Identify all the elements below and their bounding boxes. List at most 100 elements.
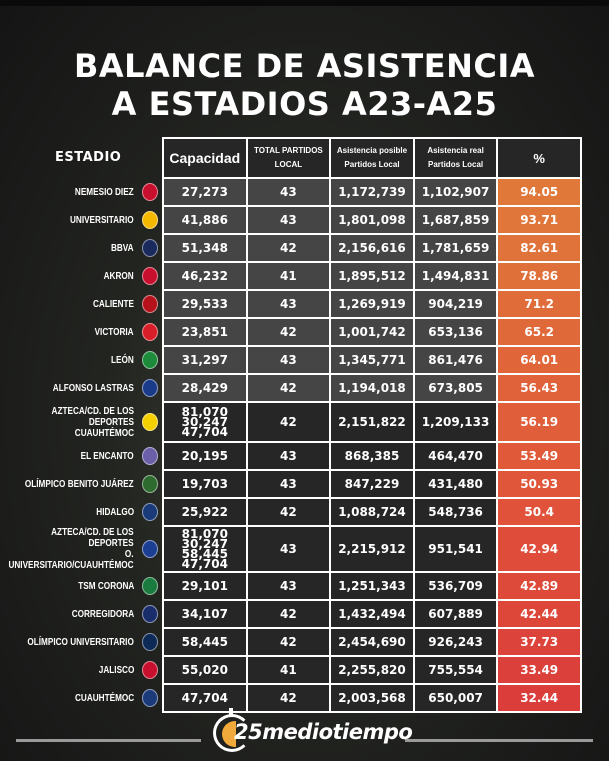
cell-capacity: 34,107 (164, 601, 246, 627)
cell-real-attendance: 951,541 (414, 527, 497, 571)
brand-name: mediotiempo (262, 720, 413, 744)
cell-possible-attendance: 847,229 (331, 471, 413, 497)
stadium-row-label: OLÍMPICO UNIVERSITARIO (0, 629, 158, 655)
cell-total-matches: 43 (247, 179, 330, 205)
header-possible-line1: Asistencia posible (336, 146, 408, 155)
cell-real-attendance: 464,470 (414, 443, 497, 469)
stadium-row-label: NEMESIO DIEZ (0, 179, 158, 205)
cell-real-attendance: 926,243 (414, 629, 497, 655)
stadium-row-label: AZTECA/CD. DE LOS DEPORTES CUAUHTÉMOC (0, 403, 158, 441)
cell-possible-attendance: 2,003,568 (331, 685, 413, 711)
cell-real-attendance: 1,102,907 (414, 179, 497, 205)
table-row: 31,297 43 1,345,771 861,476 64.01 (164, 347, 580, 373)
header-capacity: Capacidad (164, 139, 246, 177)
table-row: 47,704 42 2,003,568 650,007 32.44 (164, 685, 580, 711)
cell-percentage: 65.2 (498, 319, 580, 345)
cell-percentage: 50.4 (498, 499, 580, 525)
cell-real-attendance: 673,805 (414, 375, 497, 401)
stadium-row-label: CORREGIDORA (0, 601, 158, 627)
cell-total-matches: 41 (247, 263, 330, 289)
cell-capacity: 46,232 (164, 263, 246, 289)
header-total-matches-line1: TOTAL PARTIDOS (254, 146, 323, 155)
header-real-line1: Asistencia real (427, 146, 484, 155)
stadium-name: UNIVERSITARIO (70, 214, 134, 226)
top-bar (0, 0, 609, 6)
cell-total-matches: 42 (247, 629, 330, 655)
cell-total-matches: 42 (247, 235, 330, 261)
cell-percentage: 82.61 (498, 235, 580, 261)
stadium-name: OLÍMPICO UNIVERSITARIO (27, 636, 134, 648)
cell-total-matches: 42 (247, 375, 330, 401)
cell-percentage: 42.89 (498, 573, 580, 599)
header-possible-line2: Partidos Local (344, 160, 400, 169)
stopwatch-icon (213, 714, 251, 752)
cell-possible-attendance: 1,088,724 (331, 499, 413, 525)
stadium-row-label: TSM CORONA (0, 573, 158, 599)
stadium-name: EL ENCANTO (80, 450, 134, 462)
footer-divider-left (16, 739, 201, 742)
cell-percentage: 56.43 (498, 375, 580, 401)
cell-total-matches: 43 (247, 291, 330, 317)
cell-capacity: 25,922 (164, 499, 246, 525)
header-possible-attendance: Asistencia posible Partidos Local (331, 139, 413, 177)
cell-real-attendance: 1,687,859 (414, 207, 497, 233)
header-real-attendance: Asistencia real Partidos Local (414, 139, 497, 177)
cell-real-attendance: 904,219 (414, 291, 497, 317)
cell-percentage: 64.01 (498, 347, 580, 373)
cell-capacity: 29,101 (164, 573, 246, 599)
cell-real-attendance: 1,494,831 (414, 263, 497, 289)
stadium-row-label: CALIENTE (0, 291, 158, 317)
chivas-crest-icon (142, 267, 158, 285)
toluca-crest-icon (142, 183, 158, 201)
cell-capacity: 47,704 (164, 685, 246, 711)
table-row: 28,429 42 1,194,018 673,805 56.43 (164, 375, 580, 401)
brand-text: 25mediotiempo (234, 720, 413, 744)
cell-possible-attendance: 1,432,494 (331, 601, 413, 627)
stadium-row-label: BBVA (0, 235, 158, 261)
cell-possible-attendance: 1,194,018 (331, 375, 413, 401)
cell-possible-attendance: 2,454,690 (331, 629, 413, 655)
stadium-name: LEÓN (111, 354, 134, 366)
cell-total-matches: 43 (247, 573, 330, 599)
table-row: 58,445 42 2,454,690 926,243 37.73 (164, 629, 580, 655)
cell-possible-attendance: 2,156,616 (331, 235, 413, 261)
cell-real-attendance: 650,007 (414, 685, 497, 711)
mazatlan-crest-icon (142, 447, 158, 465)
puebla-crest-icon (142, 689, 158, 707)
stadium-name: NEMESIO DIEZ (75, 186, 134, 198)
stopwatch-stem-icon (229, 708, 233, 716)
title-line-1: BALANCE DE ASISTENCIA (73, 47, 536, 85)
cell-possible-attendance: 868,385 (331, 443, 413, 469)
cell-percentage: 71.2 (498, 291, 580, 317)
attendance-table: Capacidad TOTAL PARTIDOS LOCAL Asistenci… (162, 137, 582, 713)
stadium-row-label: AKRON (0, 263, 158, 289)
cell-percentage: 33.49 (498, 657, 580, 683)
cell-capacity: 41,886 (164, 207, 246, 233)
table-row: 46,232 41 1,895,512 1,494,831 78.86 (164, 263, 580, 289)
page-title: BALANCE DE ASISTENCIA A ESTADIOS A23-A25 (0, 47, 609, 123)
table-row: 55,020 41 2,255,820 755,554 33.49 (164, 657, 580, 683)
header-total-matches-line2: LOCAL (274, 160, 303, 169)
stadium-row-label: UNIVERSITARIO (0, 207, 158, 233)
table-header-row: Capacidad TOTAL PARTIDOS LOCAL Asistenci… (164, 139, 580, 177)
cell-real-attendance: 536,709 (414, 573, 497, 599)
stadium-column-header: ESTADIO (55, 150, 122, 165)
stadium-name: AZTECA/CD. DE LOS DEPORTES O. UNIVERSITA… (8, 527, 134, 571)
cell-total-matches: 42 (247, 319, 330, 345)
cell-total-matches: 43 (247, 207, 330, 233)
cell-possible-attendance: 1,001,742 (331, 319, 413, 345)
cell-real-attendance: 1,781,659 (414, 235, 497, 261)
cell-possible-attendance: 1,172,739 (331, 179, 413, 205)
cruz-azul-crest-icon (142, 540, 158, 558)
stadium-row-label: HIDALGO (0, 499, 158, 525)
cell-possible-attendance: 1,345,771 (331, 347, 413, 373)
stadium-row-label: AZTECA/CD. DE LOS DEPORTES O. UNIVERSITA… (0, 527, 158, 571)
cell-percentage: 42.44 (498, 601, 580, 627)
table-row: 19,703 43 847,229 431,480 50.93 (164, 471, 580, 497)
cell-total-matches: 43 (247, 527, 330, 571)
cell-real-attendance: 1,209,133 (414, 403, 497, 441)
cell-possible-attendance: 1,269,919 (331, 291, 413, 317)
mediotiempo-logo: 25mediotiempo (210, 708, 413, 758)
stadium-name: AZTECA/CD. DE LOS DEPORTES CUAUHTÉMOC (51, 405, 134, 439)
cell-capacity: 19,703 (164, 471, 246, 497)
